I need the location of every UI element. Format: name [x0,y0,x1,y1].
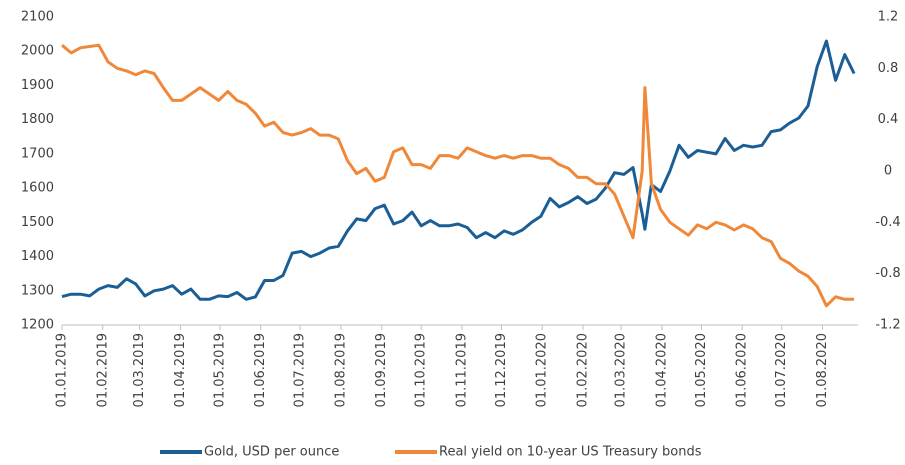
x-tick-label: 01.08.2020 [815,333,830,407]
x-tick-label: 01.01.2019 [55,333,70,407]
y2-tick-label: -0.4 [875,215,900,230]
y-tick-label: 1500 [21,215,54,230]
x-tick-label: 01.04.2019 [173,333,188,407]
x-tick-label: 01.12.2019 [494,333,509,407]
y2-tick-label: -0.8 [875,266,900,281]
y-tick-label: 1700 [21,146,54,161]
x-tick-label: 01.10.2019 [414,333,429,407]
y-tick-label: 1600 [21,181,54,196]
x-tick-label: 01.07.2019 [293,333,308,407]
x-tick-label: 01.09.2019 [374,333,389,407]
y-tick-label: 1300 [21,283,54,298]
x-tick-label: 01.01.2020 [535,333,550,407]
y2-tick-label: 0 [884,164,892,179]
x-tick-label: 01.05.2020 [694,333,709,407]
y2-tick-label: 0.4 [878,112,899,127]
legend-label: Real yield on 10-year US Treasury bonds [439,445,702,460]
x-tick-label: 01.03.2020 [614,333,629,407]
y-tick-label: 1200 [21,318,54,333]
y-tick-label: 1800 [21,112,54,127]
y2-tick-label: 1.2 [878,10,899,25]
x-tick-label: 01.02.2020 [576,333,591,407]
x-tick-label: 01.06.2019 [253,333,268,407]
y2-tick-label: 0.8 [878,61,899,76]
y-tick-label: 1400 [21,249,54,264]
y-tick-label: 2000 [21,44,54,59]
x-tick-label: 01.07.2020 [774,333,789,407]
x-tick-label: 01.06.2020 [735,333,750,407]
x-tick-label: 01.04.2020 [654,333,669,407]
y2-tick-label: -1.2 [875,318,900,333]
x-tick-label: 01.08.2019 [333,333,348,407]
x-tick-label: 01.03.2019 [132,333,147,407]
y-tick-label: 2100 [21,10,54,25]
x-tick-label: 01.05.2019 [212,333,227,407]
legend-label: Gold, USD per ounce [204,445,339,460]
series-line [61,43,855,308]
series-line [61,39,856,301]
x-tick-label: 01.11.2019 [454,333,469,407]
x-tick-label: 01.02.2019 [95,333,110,407]
y-tick-label: 1900 [21,78,54,93]
